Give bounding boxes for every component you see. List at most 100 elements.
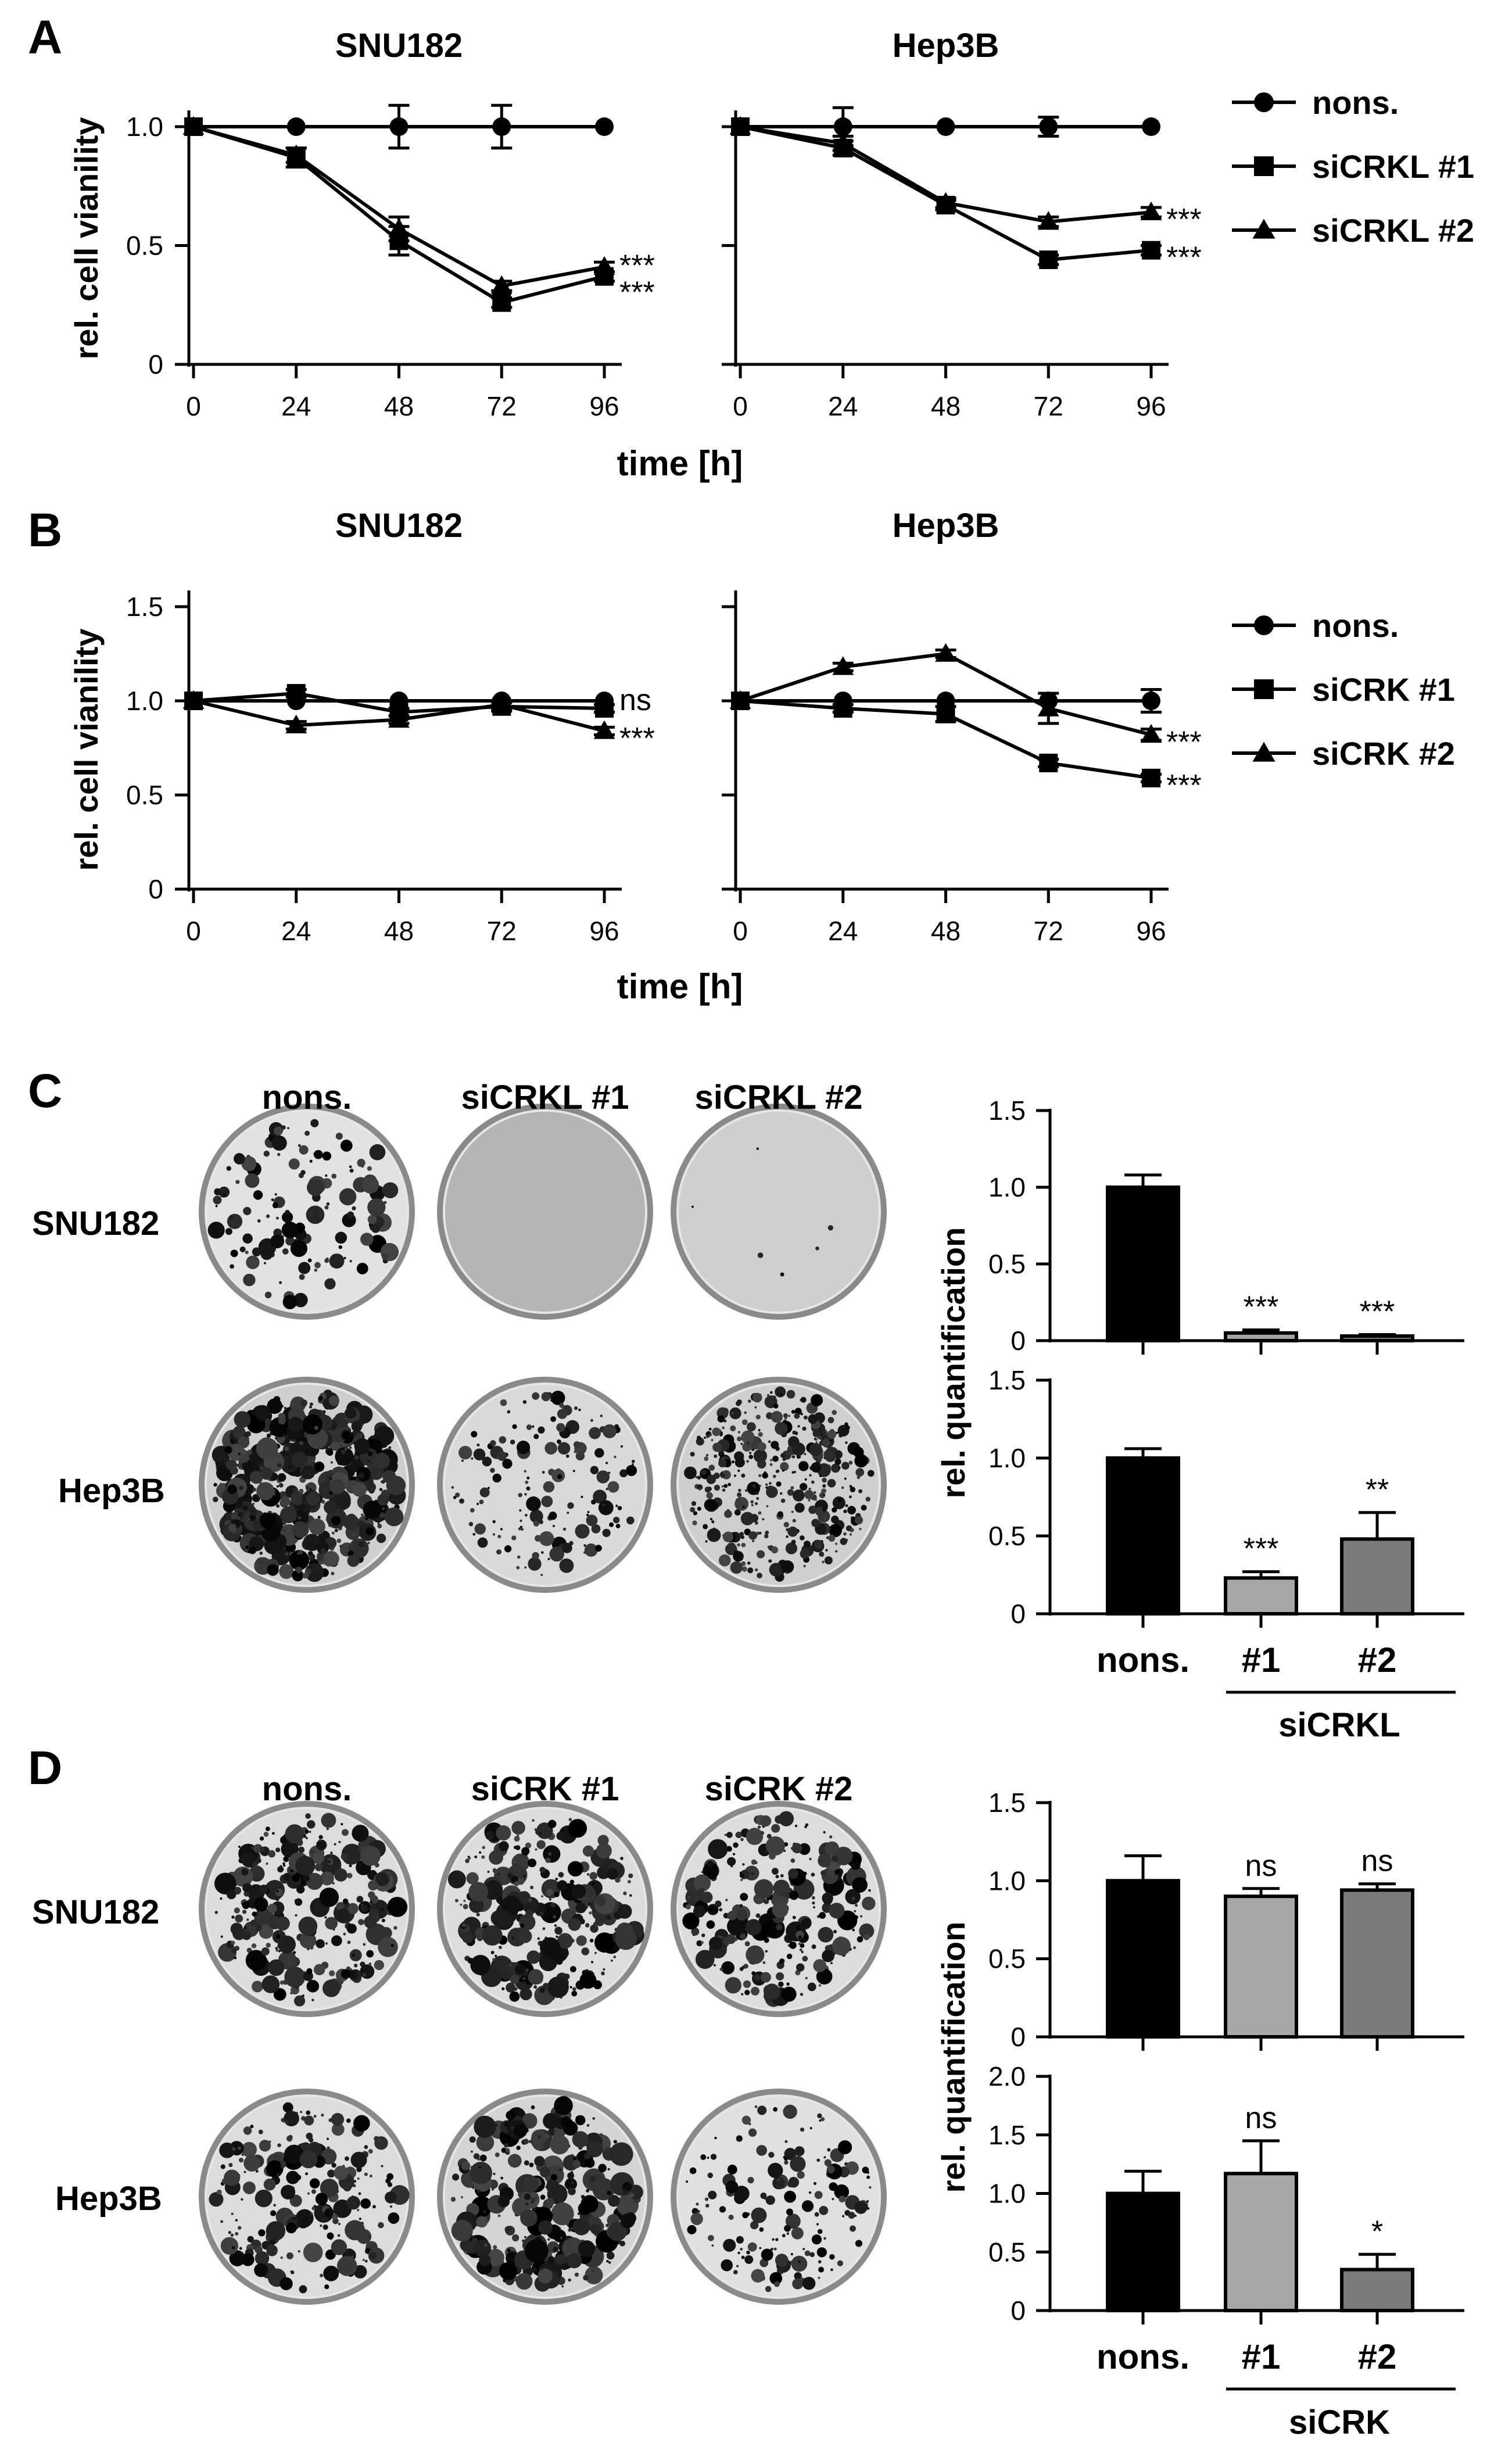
b-ylabel: rel. cell vianility <box>68 628 105 871</box>
plate-d-snu182-nons-colony <box>252 1961 260 1969</box>
plate-d-hep3b-si1-colony <box>607 2190 612 2195</box>
plate-d-hep3b-si2-colony <box>708 2234 714 2241</box>
b-xlabel: time [h] <box>617 967 743 1006</box>
plate-c-snu182-nons-colony <box>349 1165 352 1169</box>
plate-d-hep3b-nons-colony <box>300 2142 311 2153</box>
plate-d-hep3b-si1-colony <box>474 2240 492 2257</box>
plate-c-hep3b-si2-colony <box>835 1542 838 1545</box>
c-xtick-label-1: #1 <box>1242 1641 1281 1679</box>
plate-d-snu182-nons-colony <box>252 1980 263 1993</box>
plate-c-hep3b-si2-colony <box>827 1479 836 1488</box>
plate-d-snu182-nons-colony <box>295 1856 316 1876</box>
a-legend-marker-2 <box>1252 219 1275 239</box>
plate-d-snu182-si1-colony <box>471 1893 474 1897</box>
plate-d-snu182-si1-colony <box>526 1950 540 1964</box>
plate-c-hep3b-si2-colony <box>721 1407 729 1415</box>
plate-d-hep3b-nons-colony <box>266 2221 286 2241</box>
plate-d-snu182-si1-colony <box>529 1885 534 1890</box>
plate-d-hep3b-si2-colony <box>827 2148 831 2152</box>
plate-d-hep3b-si1-colony <box>506 2110 515 2121</box>
plate-c-hep3b-si2-colony <box>741 1473 746 1478</box>
plate-d-hep3b-nons-colony <box>305 2172 309 2176</box>
plate-d-hep3b-nons-colony <box>313 2115 317 2118</box>
plate-c-snu182-nons-colony <box>241 1156 257 1172</box>
plate-d-hep3b-nons-colony <box>263 2178 276 2191</box>
plate-d-snu182-nons-colony <box>255 1924 262 1932</box>
plate-c-hep3b-si1-colony <box>584 1543 598 1557</box>
plate-c-hep3b-si2-colony <box>734 1457 745 1468</box>
plate-d-snu182-nons-colony <box>238 1845 241 1848</box>
plate-c-hep3b-si1-colony <box>497 1451 507 1461</box>
plate-c-hep3b-si2-colony <box>742 1505 746 1509</box>
plate-c-hep3b-si1-colony <box>543 1481 555 1493</box>
plate-d-snu182-nons-colony <box>259 1924 274 1939</box>
plate-d-hep3b-si2-colony <box>784 2190 796 2203</box>
plate-d-hep3b-si2-colony <box>784 2108 789 2114</box>
plate-d-snu182-si2-colony <box>726 1846 732 1852</box>
plate-d-snu182-si2-colony <box>726 1934 736 1944</box>
plate-c-snu182-nons-colony <box>367 1215 377 1224</box>
plate-c-hep3b-nons-colony <box>292 1521 309 1538</box>
plate-d-snu182-si1-colony <box>532 1819 535 1822</box>
plate-d-snu182-si2-colony <box>800 1993 804 1996</box>
plate-c-hep3b-nons-colony <box>227 1484 237 1494</box>
plate-c-hep3b-si1-colony <box>479 1487 490 1498</box>
plate-c-hep3b-si1-colony <box>587 1511 590 1514</box>
plate-d-snu182-nons-colony <box>375 1872 390 1886</box>
plate-d-snu182-si2-colony <box>794 1824 798 1828</box>
plate-c-hep3b-si2-colony <box>735 1401 741 1406</box>
plate-d-snu182-nons-colony <box>242 1930 252 1940</box>
plate-c-hep3b-si2-colony <box>733 1550 740 1557</box>
plate-c-hep3b-si2-colony <box>834 1458 841 1465</box>
plate-d-snu182-si2-colony <box>863 1933 870 1940</box>
c-hep3b-ytick-label-0: 0 <box>1011 1599 1026 1629</box>
plate-c-hep3b-si2-colony <box>791 1510 794 1513</box>
plate-d-hep3b-si2-colony <box>765 2195 775 2205</box>
d-col-label-2: siCRK #2 <box>705 1770 853 1808</box>
plate-d-snu182-si2-colony <box>852 1897 855 1900</box>
c-hep3b-bar-1 <box>1224 1576 1298 1616</box>
plate-c-hep3b-si1-colony <box>581 1495 583 1498</box>
plate-c-hep3b-nons-colony <box>306 1486 309 1489</box>
plate-c-hep3b-si2-colony <box>832 1507 837 1513</box>
plate-c-hep3b-si2-colony <box>714 1484 721 1491</box>
plate-d-snu182-si1-colony <box>606 1915 611 1920</box>
plate-c-hep3b-nons-colony <box>303 1534 321 1551</box>
plate-d-snu182-nons-colony <box>214 1872 237 1894</box>
plate-d-snu182-si2-colony <box>791 1843 802 1854</box>
plate-c-hep3b-si2-colony <box>712 1442 722 1452</box>
plate-d-snu182-nons-colony <box>251 1943 257 1949</box>
plate-d-snu182-si2-colony <box>845 1889 861 1905</box>
plate-c-hep3b-si1-colony <box>547 1557 550 1560</box>
plate-d-snu182-nons-colony <box>341 1853 348 1860</box>
plate-c-snu182-nons-colony <box>325 1257 329 1260</box>
plate-d-hep3b-si1-colony <box>592 2117 595 2120</box>
plate-c-snu182-nons-colony <box>246 1255 260 1269</box>
plate-c-hep3b-nons-colony <box>299 1441 303 1446</box>
d-snu182-bar-1 <box>1224 1894 1298 2039</box>
plate-d-snu182-si1-colony <box>561 1830 564 1833</box>
d-snu182-ytick-label-1-0: 1.0 <box>988 1865 1026 1896</box>
plate-d-hep3b-nons-colony <box>237 2226 242 2230</box>
plate-d-snu182-si2-colony <box>796 1925 801 1931</box>
plate-d-hep3b-si2-colony <box>817 2229 823 2234</box>
plate-c-snu182-si2-surface <box>679 1112 879 1312</box>
plate-c-hep3b-si1-colony <box>540 1574 543 1577</box>
plate-d-snu182-si2-colony <box>868 1889 871 1892</box>
plate-d-snu182-si2-colony <box>822 1892 833 1904</box>
c-hep3b-annotation-1: *** <box>1244 1532 1279 1566</box>
plate-d-hep3b-si1-colony <box>573 2157 576 2161</box>
plate-c-hep3b-si2-colony <box>796 1455 801 1459</box>
plate-d-hep3b-si1-colony <box>492 2188 495 2191</box>
plate-c-hep3b-nons-colony <box>317 1516 321 1519</box>
plate-d-snu182-si2-colony <box>827 1871 834 1878</box>
plate-c-hep3b-nons-colony <box>282 1521 286 1525</box>
plate-c-snu182-nons-colony <box>360 1233 374 1246</box>
plate-d-hep3b-nons-colony <box>295 2175 302 2180</box>
plate-d-snu182-nons-colony <box>231 1948 237 1953</box>
plate-d-hep3b-nons-colony <box>230 2233 234 2237</box>
plate-d-snu182-si2-colony <box>746 1945 765 1964</box>
plate-d-hep3b-si1-colony <box>561 2285 564 2288</box>
plate-d-snu182-nons-colony <box>246 1918 249 1921</box>
plate-d-snu182-nons-colony <box>306 1980 320 1993</box>
